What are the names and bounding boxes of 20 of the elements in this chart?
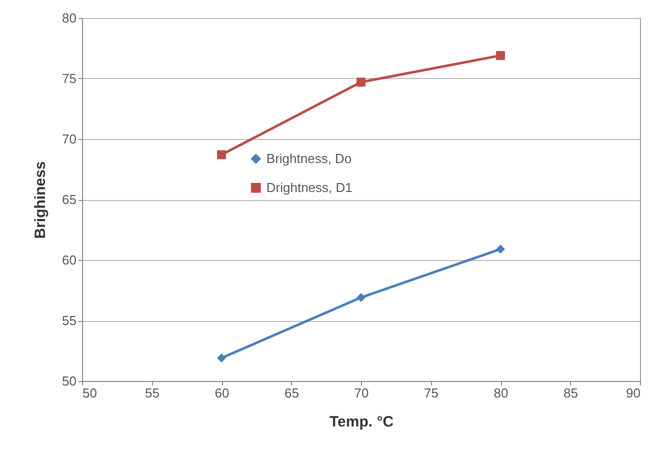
- y-tick-label: 80: [62, 10, 76, 26]
- x-tick-label: 70: [354, 386, 369, 400]
- y-tick-label: 70: [62, 132, 76, 146]
- x-tick-label: 85: [564, 386, 578, 400]
- y-tick-label: 65: [62, 192, 76, 207]
- y-axis-title: Brighiness: [32, 161, 50, 239]
- x-axis-title: Temp. °C: [329, 414, 394, 430]
- y-tick-label: 55: [62, 313, 76, 328]
- x-tick-label: 80: [494, 386, 508, 400]
- y-tick-label: 50: [62, 374, 76, 388]
- x-tick-label: 50: [82, 386, 97, 400]
- y-tick-label: 75: [62, 71, 76, 86]
- x-tick-label: 60: [214, 386, 230, 400]
- x-tick-label: 75: [424, 386, 438, 400]
- x-tick-label: 65: [284, 386, 299, 400]
- legend-label: Drightness, D1: [266, 180, 352, 195]
- y-tick-label: 60: [62, 252, 76, 268]
- x-tick-label: 55: [145, 386, 160, 400]
- x-tick-label: 90: [626, 386, 640, 400]
- legend-label: Brightness, Do: [266, 150, 352, 166]
